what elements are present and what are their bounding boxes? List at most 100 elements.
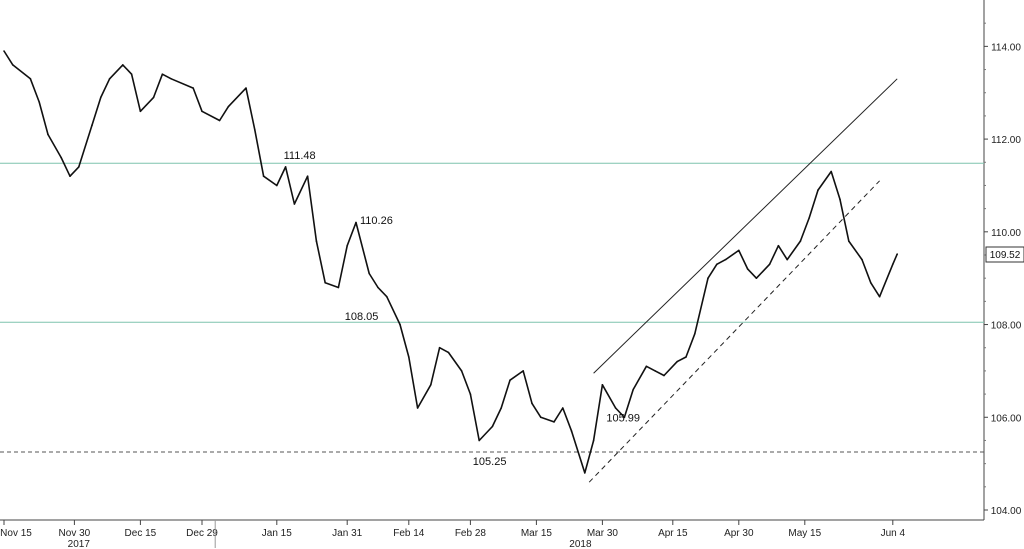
price-point [3,50,5,52]
price-point [614,407,617,409]
price-point [478,439,481,442]
y-axis: 104.00 106.00 108.00 110.00 112.00 114.00 [984,22,1022,517]
price-point [108,78,111,80]
price-point [368,272,371,275]
price-point [170,78,172,80]
plot-area [0,0,985,521]
price-point [570,430,573,433]
price-point [746,268,749,270]
annotation-label-2: 110.26 [360,215,393,227]
x-tick-label: Feb 28 [455,528,487,539]
price-point [663,374,665,377]
price-point [500,407,503,409]
price-point [878,295,881,298]
price-point [245,87,247,89]
price-point [399,323,401,326]
x-year-label: 2018 [569,539,592,549]
price-point [522,370,524,372]
x-tick-label: Nov 15 [0,528,32,539]
price-point [755,277,758,280]
x-tick-label: Mar 30 [587,528,619,539]
price-point [645,365,648,368]
price-point [293,203,296,205]
x-tick-label: Dec 29 [186,528,218,539]
price-point [130,73,133,75]
price-point [100,96,102,99]
last-price-tag: 109.52 [985,246,1024,263]
price-point [416,407,419,409]
price-point [254,129,256,131]
price-point [632,388,634,391]
annotation-label-3: 108.05 [345,311,379,323]
price-point [817,189,819,191]
price-point [306,175,309,177]
last-price-box [985,246,1024,263]
price-point [777,244,780,247]
x-year-label: 2017 [68,539,91,549]
price-point [324,282,327,284]
y-tick-label: 112.00 [991,135,1021,146]
price-point [192,87,194,89]
price-point [839,198,841,201]
y-tick-label: 108.00 [991,321,1022,332]
price-point [540,416,542,419]
x-tick-label: Jan 15 [262,528,292,539]
price-point [808,217,810,219]
price-point [724,258,727,261]
price-point [408,356,410,358]
price-point [315,240,318,242]
price-point [386,295,388,298]
price-point [786,258,788,261]
price-point [623,416,626,419]
annotation-label-5: 105.99 [606,413,640,425]
price-point [553,421,555,423]
price-point [438,346,441,349]
price-point [355,221,357,224]
x-tick-label: Apr 15 [658,528,688,539]
price-point [201,110,203,113]
price-point [892,263,894,266]
price-point [227,105,230,108]
price-point [430,384,432,386]
price-point [29,78,32,80]
annotation-label-1: 111.48 [284,150,316,162]
price-point [584,472,586,474]
price-point [676,360,678,363]
last-price-label: 109.52 [990,250,1021,261]
price-point [716,263,718,266]
price-point [861,258,863,261]
price-line [3,50,898,474]
price-point [870,282,872,284]
x-tick-label: Jun 4 [881,528,906,539]
x-tick-label: Apr 30 [724,528,754,539]
price-annotations: 111.48 110.26 108.05 105.25 105.99 [284,150,640,468]
price-point [491,425,494,428]
x-tick-label: May 15 [788,528,821,539]
price-point [592,439,595,442]
annotation-label-4: 105.25 [473,456,507,468]
price-point [38,101,40,103]
price-point [152,96,155,99]
price-point [654,370,656,372]
price-point [830,170,832,173]
price-point [91,124,93,126]
price-point [69,175,71,177]
price-point [139,110,142,113]
price-point [685,356,687,358]
trendlines [588,78,898,483]
price-point [346,244,349,247]
price-point [460,370,463,372]
x-tick-label: Mar 15 [521,528,553,539]
y-tick-label: 104.00 [991,506,1022,517]
price-point [276,184,278,187]
x-tick-label: Nov 30 [59,528,91,539]
price-point [509,379,511,382]
support-trendline-2 [588,180,880,483]
price-point [738,249,740,252]
x-tick-label: Feb 14 [393,528,425,539]
y-tick-label: 114.00 [991,42,1021,53]
price-point [562,407,564,409]
y-tick-label: 110.00 [991,228,1021,239]
price-point [284,166,287,168]
